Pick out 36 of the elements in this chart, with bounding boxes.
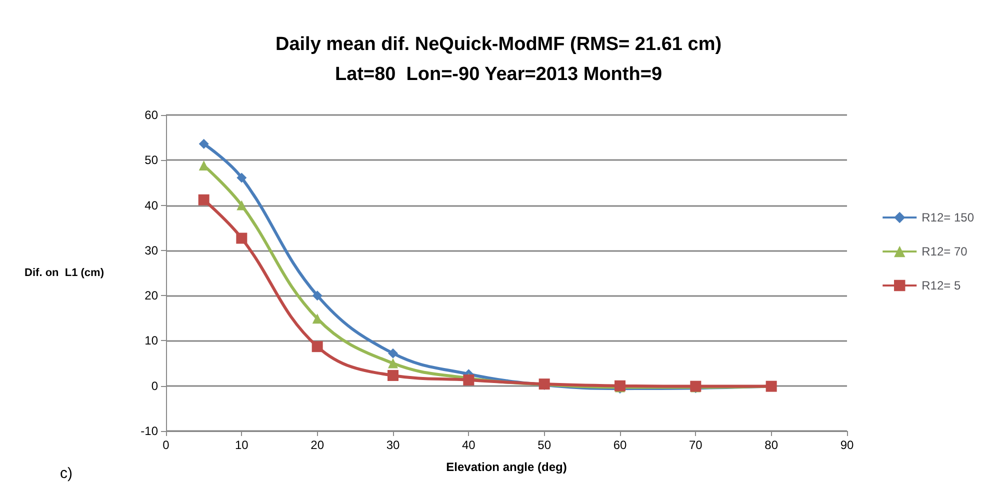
point	[236, 200, 247, 210]
y-tick-label: 60	[144, 108, 158, 122]
y-tick-label: 20	[144, 288, 158, 303]
point	[236, 172, 247, 183]
y-tick-label: 40	[144, 198, 158, 212]
point	[388, 348, 398, 358]
x-tick-label: 30	[386, 438, 400, 452]
point	[388, 358, 398, 368]
x-tick-label: 10	[234, 438, 249, 452]
x-tick-label: 80	[764, 438, 778, 452]
chart-subtitle: Lat=80 Lon=-90 Year=2013 Month=9	[334, 64, 662, 85]
point	[198, 194, 210, 206]
y-tick-label: -10	[140, 424, 158, 438]
x-tick-label: 0	[162, 438, 170, 452]
legend-label: R12= 5	[922, 278, 961, 292]
point	[198, 138, 209, 149]
point	[312, 341, 323, 352]
x-tick-label: 90	[840, 438, 854, 452]
x-tick-label: 20	[310, 438, 324, 452]
y-axis-title: Dif. on L1 (cm)	[24, 267, 104, 279]
legend-label: R12= 70	[922, 244, 968, 258]
y-tick-label: 30	[144, 243, 158, 258]
x-axis-title: Elevation angle (deg)	[446, 460, 567, 474]
x-tick-label: 70	[688, 438, 703, 452]
point	[388, 370, 398, 381]
legend-label: R12= 150	[922, 210, 974, 224]
y-tick-label: 0	[151, 378, 158, 393]
x-tick-label: 60	[613, 438, 627, 452]
point	[312, 290, 322, 301]
point	[236, 232, 248, 244]
y-tick-label: 10	[144, 334, 158, 348]
text: c)	[60, 465, 72, 482]
chart-title: Daily mean dif. NeQuick-ModMF (RMS= 21.61 cm)	[275, 34, 722, 55]
x-tick-label: 50	[538, 438, 552, 452]
y-tick-label: 50	[144, 153, 158, 168]
x-tick-label: 40	[462, 438, 476, 452]
